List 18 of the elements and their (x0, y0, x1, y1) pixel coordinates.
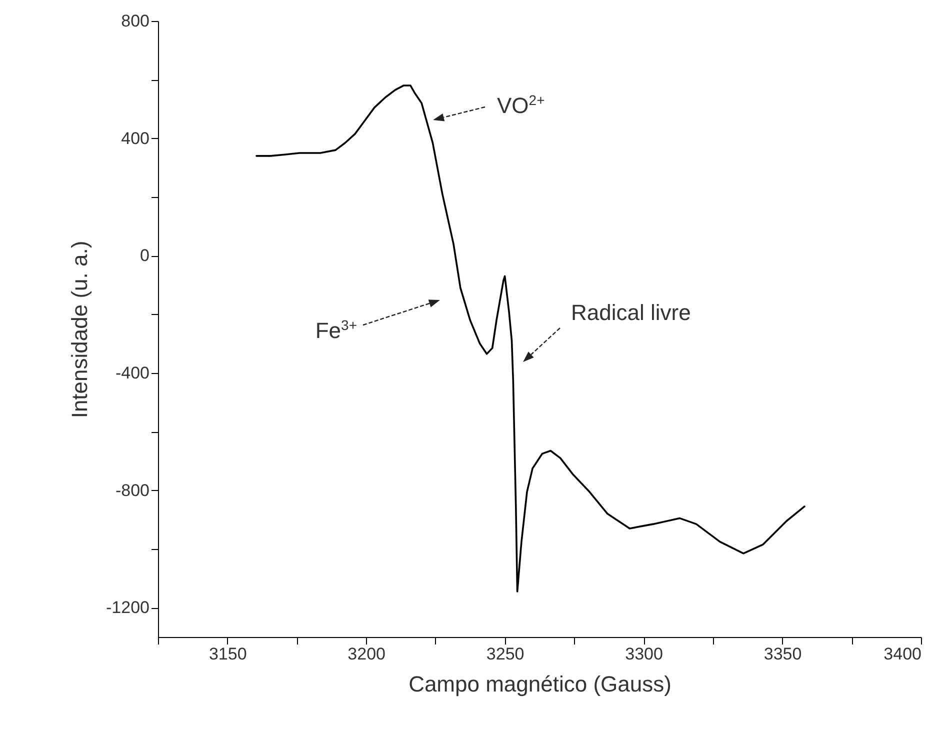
line-series (256, 84, 806, 592)
x-tick-label: 3300 (625, 644, 663, 664)
annotation: VO$^{2+}$ (497, 92, 545, 118)
y-tick-label: 0 (140, 246, 150, 266)
y-axis-title: Intensidade (u. a.) (67, 240, 92, 418)
x-tick-label: 3200 (348, 644, 386, 664)
x-axis-title: Campo magnético (Gauss) (408, 672, 672, 696)
annotation: Radical livre (571, 300, 691, 325)
x-tick-label: 3400 (884, 644, 922, 664)
y-tick-label: -1200 (106, 598, 150, 618)
y-tick-label: -800 (115, 480, 150, 500)
x-tick-label: 3350 (764, 644, 802, 664)
y-tick-label: 400 (121, 128, 150, 148)
annotation: Fe$^{3+}$ (315, 317, 357, 343)
x-tick-label: 3250 (486, 644, 524, 664)
x-tick-label: 3150 (208, 644, 247, 664)
y-tick-label: 800 (121, 12, 150, 30)
y-tick-label: -400 (115, 364, 150, 382)
